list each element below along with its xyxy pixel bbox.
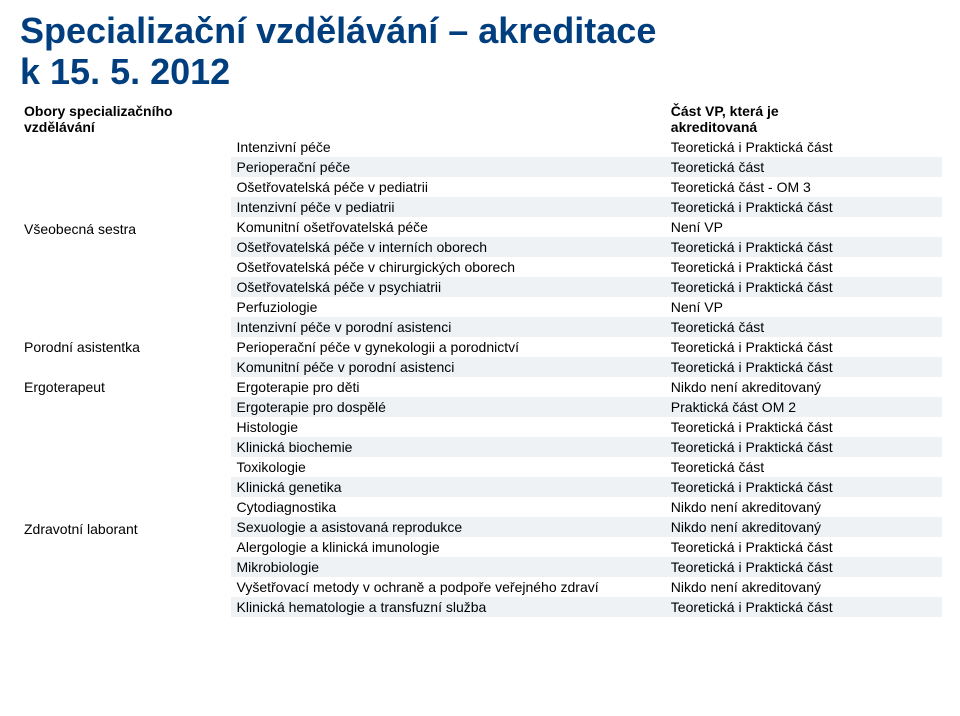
title-line1: Specializační vzdělávání – akreditace	[20, 10, 656, 51]
accreditation-table: Obory specializačního vzdělávání Část VP,…	[18, 101, 942, 617]
course-cell: Komunitní péče v porodní asistenci	[231, 357, 665, 377]
header-col1: Obory specializačního vzdělávání	[18, 101, 231, 137]
status-cell: Teoretická i Praktická část	[665, 477, 942, 497]
status-cell: Teoretická část	[665, 457, 942, 477]
table-container: Obory specializačního vzdělávání Část VP,…	[0, 95, 960, 617]
status-cell: Není VP	[665, 297, 942, 317]
course-cell: Ošetřovatelská péče v pediatrii	[231, 177, 665, 197]
course-cell: Cytodiagnostika	[231, 497, 665, 517]
course-cell: Ošetřovatelská péče v chirurgických obor…	[231, 257, 665, 277]
table-row: Ergoterapeut Ergoterapie pro děti Nikdo n…	[18, 377, 942, 397]
status-cell: Teoretická část	[665, 317, 942, 337]
status-cell: Teoretická i Praktická část	[665, 357, 942, 377]
course-cell: Sexuologie a asistovaná reprodukce	[231, 517, 665, 537]
group-label: Všeobecná sestra	[24, 139, 225, 237]
page-title: Specializační vzdělávání – akreditace k …	[0, 0, 960, 95]
table-row: Porodní asistentkaIntenzivní péče v poro…	[18, 317, 942, 337]
status-cell: Teoretická část - OM 3	[665, 177, 942, 197]
course-cell: Vyšetřovací metody v ochraně a podpoře v…	[231, 577, 665, 597]
course-cell: Perioperační péče	[231, 157, 665, 177]
header-col3: Část VP, která jeakreditovaná	[665, 101, 942, 137]
course-cell: Ergoterapie pro děti	[231, 377, 665, 397]
course-cell: Klinická hematologie a transfuzní služba	[231, 597, 665, 617]
course-cell: Ošetřovatelská péče v psychiatrii	[231, 277, 665, 297]
course-cell: Alergologie a klinická imunologie	[231, 537, 665, 557]
table-row: Všeobecná sestraIntenzivní péčeTeoretick…	[18, 137, 942, 157]
status-cell: Teoretická i Praktická část	[665, 337, 942, 357]
status-cell: Nikdo není akreditovaný	[665, 577, 942, 597]
header-col2	[231, 101, 665, 137]
course-cell: Histologie	[231, 417, 665, 437]
status-cell: Nikdo není akreditovaný	[665, 377, 942, 397]
status-cell: Teoretická i Praktická část	[665, 137, 942, 157]
status-cell: Teoretická i Praktická část	[665, 237, 942, 257]
course-cell: Ošetřovatelská péče v interních oborech	[231, 237, 665, 257]
course-cell: Klinická genetika	[231, 477, 665, 497]
course-cell: Toxikologie	[231, 457, 665, 477]
slide-page: Specializační vzdělávání – akreditace k …	[0, 0, 960, 716]
title-line2: k 15. 5. 2012	[20, 51, 230, 92]
status-cell: Teoretická část	[665, 157, 942, 177]
status-cell: Nikdo není akreditovaný	[665, 517, 942, 537]
group-label-cell: Zdravotní laborant	[18, 417, 231, 617]
course-cell: Klinická biochemie	[231, 437, 665, 457]
group-label: Zdravotní laborant	[24, 419, 225, 538]
course-cell: Perioperační péče v gynekologii a porodn…	[231, 337, 665, 357]
group-label-cell: Porodní asistentka	[18, 317, 231, 377]
course-cell: Intenzivní péče v pediatrii	[231, 197, 665, 217]
course-cell: Ergoterapie pro dospělé	[231, 397, 665, 417]
status-cell: Teoretická i Praktická část	[665, 437, 942, 457]
status-cell: Nikdo není akreditovaný	[665, 497, 942, 517]
status-cell: Teoretická i Praktická část	[665, 277, 942, 297]
table-row: Zdravotní laborantHistologieTeoretická i…	[18, 417, 942, 437]
status-cell: Praktická část OM 2	[665, 397, 942, 417]
status-cell: Teoretická i Praktická část	[665, 257, 942, 277]
status-cell: Teoretická i Praktická část	[665, 557, 942, 577]
course-cell: Komunitní ošetřovatelská péče	[231, 217, 665, 237]
status-cell: Teoretická i Praktická část	[665, 597, 942, 617]
group-label-cell: Ergoterapeut	[18, 377, 231, 417]
course-cell: Intenzivní péče v porodní asistenci	[231, 317, 665, 337]
status-cell: Není VP	[665, 217, 942, 237]
group-label: Ergoterapeut	[24, 379, 225, 395]
group-label: Porodní asistentka	[24, 319, 225, 356]
course-cell: Mikrobiologie	[231, 557, 665, 577]
status-cell: Teoretická i Praktická část	[665, 417, 942, 437]
status-cell: Teoretická i Praktická část	[665, 537, 942, 557]
status-cell: Teoretická i Praktická část	[665, 197, 942, 217]
course-cell: Intenzivní péče	[231, 137, 665, 157]
course-cell: Perfuziologie	[231, 297, 665, 317]
group-label-cell: Všeobecná sestra	[18, 137, 231, 317]
